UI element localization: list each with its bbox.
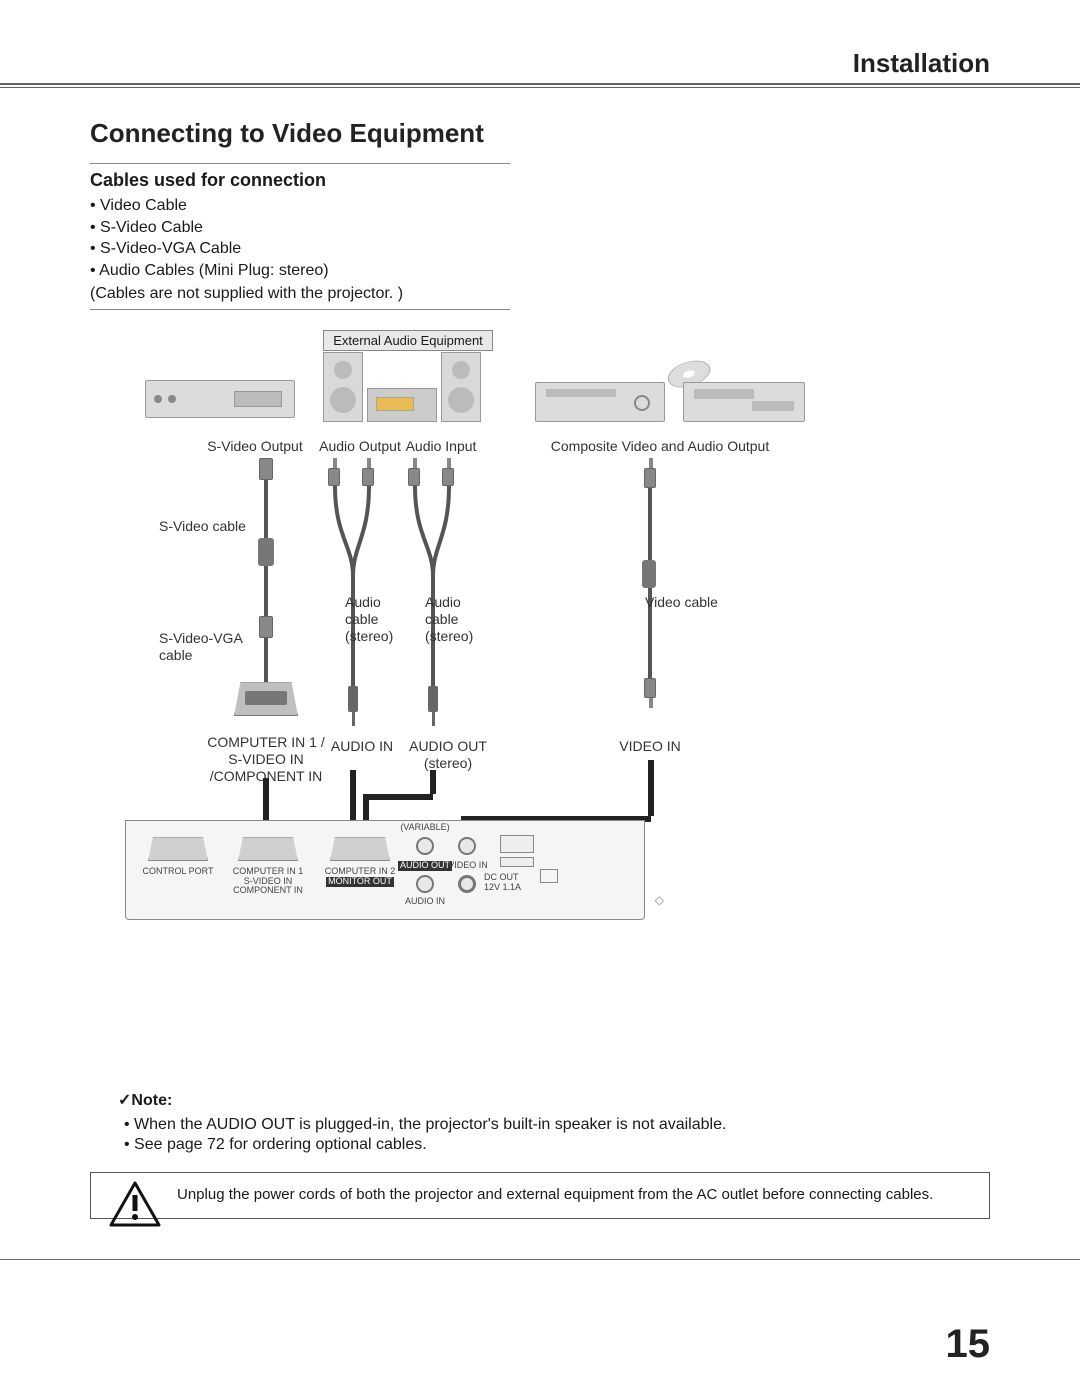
note-title: Note: xyxy=(131,1092,172,1109)
section-title: Connecting to Video Equipment xyxy=(90,118,990,149)
sub-rule-top xyxy=(90,163,510,164)
video-cable-barrel xyxy=(642,560,656,588)
panel-control-port: CONTROL PORT xyxy=(140,867,216,876)
speaker-left-icon xyxy=(323,352,363,422)
label-audio-in: AUDIO IN xyxy=(327,738,397,755)
cable-item: S-Video-VGA Cable xyxy=(90,238,510,260)
note-item: When the AUDIO OUT is plugged-in, the pr… xyxy=(124,1116,990,1134)
page-number: 15 xyxy=(946,1322,991,1367)
label-svideo-output: S-Video Output xyxy=(195,438,315,455)
amp-icon xyxy=(367,388,437,422)
audio-jack-right xyxy=(428,686,438,712)
svideo-plug-mid xyxy=(259,616,273,638)
panel-variable: (VARIABLE) xyxy=(398,823,452,832)
label-computer-in1: COMPUTER IN 1 / S-VIDEO IN /COMPONENT IN xyxy=(201,734,331,784)
label-svideo-vga: S-Video-VGA cable xyxy=(159,630,259,664)
external-audio-tag: External Audio Equipment xyxy=(323,330,493,351)
svideo-barrel xyxy=(258,538,274,566)
cable-item: S-Video Cable xyxy=(90,217,510,239)
cables-note: (Cables are not supplied with the projec… xyxy=(90,285,510,303)
cable-item: Audio Cables (Mini Plug: stereo) xyxy=(90,260,510,282)
footer-rule xyxy=(0,1259,1080,1260)
cables-list: Video Cable S-Video Cable S-Video-VGA Ca… xyxy=(90,195,510,281)
audio-jack-left xyxy=(348,686,358,712)
speaker-right-icon xyxy=(441,352,481,422)
panel-dc-out: DC OUT 12V 1.1A xyxy=(484,873,534,892)
note-item: See page 72 for ordering optional cables… xyxy=(124,1136,990,1154)
rule-thin xyxy=(0,87,1080,88)
cables-heading: Cables used for connection xyxy=(90,170,510,191)
label-video-cable: Video cable xyxy=(645,594,735,611)
warning-text: Unplug the power cords of both the proje… xyxy=(177,1186,933,1203)
sub-rule-bottom xyxy=(90,309,510,310)
panel-monitor-out: MONITOR OUT xyxy=(324,877,396,886)
chapter-title: Installation xyxy=(90,48,990,83)
label-audio-out: AUDIO OUT (stereo) xyxy=(403,738,493,772)
label-composite-output: Composite Video and Audio Output xyxy=(545,438,775,455)
video-deck-icon xyxy=(683,382,805,422)
cable-item: Video Cable xyxy=(90,195,510,217)
panel-audio-in: AUDIO IN xyxy=(398,897,452,906)
svideo-plug-top xyxy=(259,458,273,480)
check-icon: ✓ xyxy=(118,1092,131,1109)
vga-connector xyxy=(234,682,298,716)
projector-rear-panel: CONTROL PORT COMPUTER IN 1 S-VIDEO IN CO… xyxy=(125,820,645,920)
label-audio-input: Audio Input xyxy=(401,438,481,455)
connection-diagram: External Audio Equipment S-Video Output … xyxy=(105,330,975,950)
panel-audio-out: AUDIO OUT xyxy=(398,861,452,870)
label-audio-cable-1: Audio cable (stereo) xyxy=(345,594,405,644)
label-audio-cable-2: Audio cable (stereo) xyxy=(425,594,485,644)
label-video-in: VIDEO IN xyxy=(605,738,695,755)
note-block: ✓Note: When the AUDIO OUT is plugged-in,… xyxy=(118,1090,990,1154)
rule-thick xyxy=(0,83,1080,85)
label-svideo-cable: S-Video cable xyxy=(159,518,246,535)
warning-icon xyxy=(109,1181,161,1227)
warning-box: Unplug the power cords of both the proje… xyxy=(90,1172,990,1218)
vcr-icon xyxy=(145,380,295,418)
dvd-player-icon xyxy=(535,382,665,422)
label-audio-output: Audio Output xyxy=(315,438,405,455)
panel-computer-in1: COMPUTER IN 1 S-VIDEO IN COMPONENT IN xyxy=(226,867,310,895)
panel-video-in: VIDEO IN xyxy=(446,861,490,870)
